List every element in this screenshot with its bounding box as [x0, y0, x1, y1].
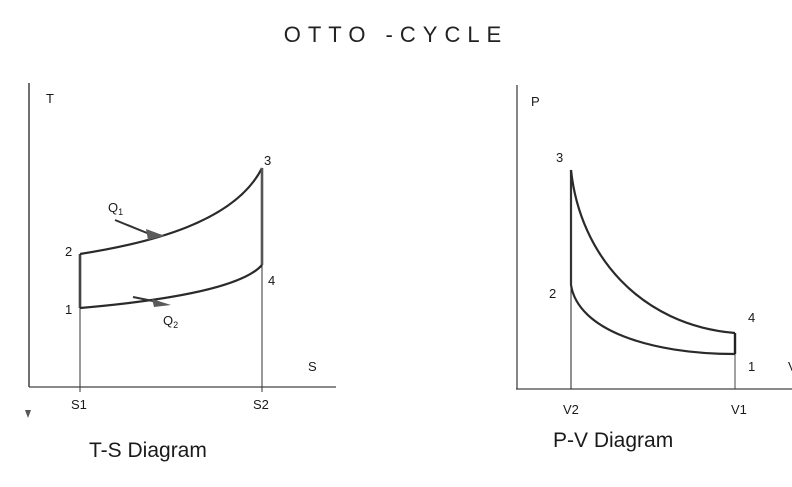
ts-q1-arrow-shaft — [114, 219, 153, 236]
ts-caption: T-S Diagram — [89, 439, 207, 462]
pv-tick-v2: V2 — [563, 402, 579, 417]
pv-point-3-label: 3 — [556, 150, 563, 165]
pv-point-2-label: 2 — [549, 286, 556, 301]
ts-q1-label: Q1 — [108, 200, 123, 217]
ts-q2-label: Q2 — [163, 313, 178, 330]
ts-y-axis-label: T — [46, 91, 54, 106]
ts-point-1-label: 1 — [65, 302, 72, 317]
ts-q1-arrowhead-icon — [146, 229, 165, 240]
ts-diagram: T S Q1 Q2 1 2 3 4 S1 S2 T-S Diagram — [25, 83, 336, 462]
ts-tick-s1: S1 — [71, 397, 87, 412]
ts-point-3-label: 3 — [264, 153, 271, 168]
ts-process-2-3 — [79, 167, 263, 256]
scan-mark-icon — [25, 410, 31, 418]
pv-process-1-2 — [569, 284, 736, 356]
ts-point-4-label: 4 — [268, 273, 275, 288]
pv-x-axis-label: V — [788, 359, 792, 374]
pv-caption: P-V Diagram — [553, 429, 673, 452]
pv-point-1-label: 1 — [748, 359, 755, 374]
pv-y-axis-label: P — [531, 94, 540, 109]
ts-q2-arrowhead-icon — [152, 299, 171, 307]
ts-tick-s2: S2 — [253, 397, 269, 412]
pv-tick-v1: V1 — [731, 402, 747, 417]
ts-point-2-label: 2 — [65, 244, 72, 259]
pv-diagram: P V 1 2 3 4 V2 V1 P-V Diagram — [516, 85, 792, 452]
ts-x-axis-label: S — [308, 359, 317, 374]
pv-process-3-4 — [569, 169, 736, 335]
ts-process-4-1 — [79, 264, 263, 310]
pv-point-4-label: 4 — [748, 310, 755, 325]
page-title: OTTO -CYCLE — [283, 22, 509, 47]
